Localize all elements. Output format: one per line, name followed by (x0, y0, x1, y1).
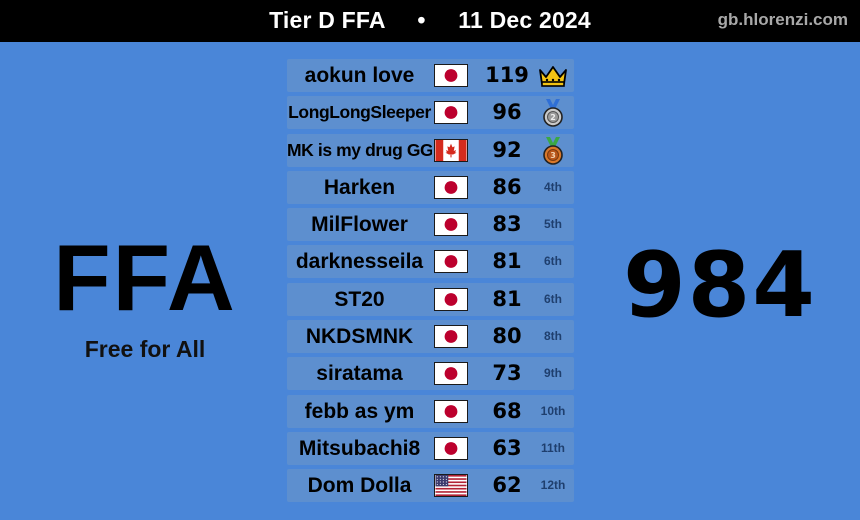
player-points: 81 (492, 286, 522, 311)
player-points: 68 (492, 398, 522, 423)
scoreboard: aokun love 119 LongLongSleeper 96 2 MK is my … (287, 59, 574, 507)
player-rank: 8th (544, 329, 562, 344)
table-row: Mitsubachi8 63 11th (287, 431, 574, 465)
japan-flag (434, 436, 468, 460)
player-rank: 11th (540, 440, 565, 455)
tier-label: Tier D FFA (269, 7, 385, 33)
japan-flag (434, 101, 468, 125)
svg-text:2: 2 (550, 113, 556, 122)
japan-flag (434, 250, 468, 274)
player-rank: 4th (544, 179, 562, 194)
top-bar: Tier D FFA • 11 Dec 2024 gb.hlorenzi.com (0, 0, 860, 42)
player-points: 63 (492, 435, 522, 460)
table-row: NKDSMNK 80 8th (287, 320, 574, 354)
table-row: Dom Dolla 62 12th (287, 469, 574, 503)
player-rank: 10th (540, 403, 566, 418)
format-title: FFA (53, 225, 237, 330)
table-row: MilFlower 83 5th (287, 208, 574, 242)
player-rank: 12th (540, 478, 566, 493)
player-points: 86 (492, 174, 522, 199)
player-points: 62 (492, 473, 522, 498)
player-name: siratama (316, 362, 403, 386)
usa-flag (434, 474, 468, 498)
japan-flag (434, 175, 468, 199)
event-date: 11 Dec 2024 (458, 7, 591, 33)
player-name: Harken (323, 175, 396, 199)
player-rank: 6th (544, 291, 562, 306)
player-name: ST20 (334, 287, 385, 311)
player-points: 73 (492, 361, 522, 386)
table-row: aokun love 119 (287, 59, 574, 92)
player-points: 83 (492, 212, 522, 237)
japan-flag (434, 64, 468, 87)
silver-medal-icon: 2 (537, 99, 569, 128)
table-row: MK is my drug GG 92 3 (287, 133, 574, 167)
player-points: 96 (492, 100, 522, 125)
player-rank: 6th (544, 254, 562, 269)
player-name: darknesseila (295, 250, 424, 274)
format-subtitle: Free for All (84, 336, 206, 362)
bronze-medal-icon: 3 (537, 136, 569, 165)
table-row: darknesseila 81 6th (287, 245, 574, 279)
player-name: MilFlower (311, 213, 408, 237)
player-points: 81 (492, 249, 522, 274)
canada-flag (434, 138, 468, 162)
table-row: febb as ym 68 10th (287, 394, 574, 428)
player-name: LongLongSleeper (288, 102, 431, 123)
table-row: ST20 81 6th (287, 282, 574, 316)
japan-flag (434, 399, 468, 423)
japan-flag (434, 287, 468, 311)
format-panel: FFA Free for All (30, 228, 260, 363)
japan-flag (434, 362, 468, 386)
title-separator: • (417, 7, 426, 33)
total-score: 984 (623, 233, 817, 338)
player-points: 119 (485, 63, 529, 87)
crown-icon (537, 62, 569, 90)
player-name: MK is my drug GG (287, 139, 432, 160)
total-score-panel: 984 (600, 238, 840, 334)
table-row: siratama 73 9th (287, 357, 574, 391)
japan-flag (434, 213, 468, 237)
table-row: LongLongSleeper 96 2 (287, 96, 574, 130)
japan-flag (434, 325, 468, 349)
player-name: Mitsubachi8 (298, 436, 421, 460)
event-title: Tier D FFA • 11 Dec 2024 (0, 7, 860, 34)
player-points: 92 (492, 137, 522, 162)
player-name: Dom Dolla (307, 474, 412, 498)
player-rank: 9th (544, 366, 562, 381)
svg-text:3: 3 (550, 151, 556, 160)
site-watermark: gb.hlorenzi.com (717, 10, 848, 29)
player-rank: 5th (544, 217, 562, 232)
player-name: febb as ym (304, 399, 415, 423)
player-points: 80 (492, 324, 522, 349)
player-name: aokun love (304, 64, 415, 87)
player-name: NKDSMNK (305, 325, 414, 349)
table-row: Harken 86 4th (287, 170, 574, 204)
